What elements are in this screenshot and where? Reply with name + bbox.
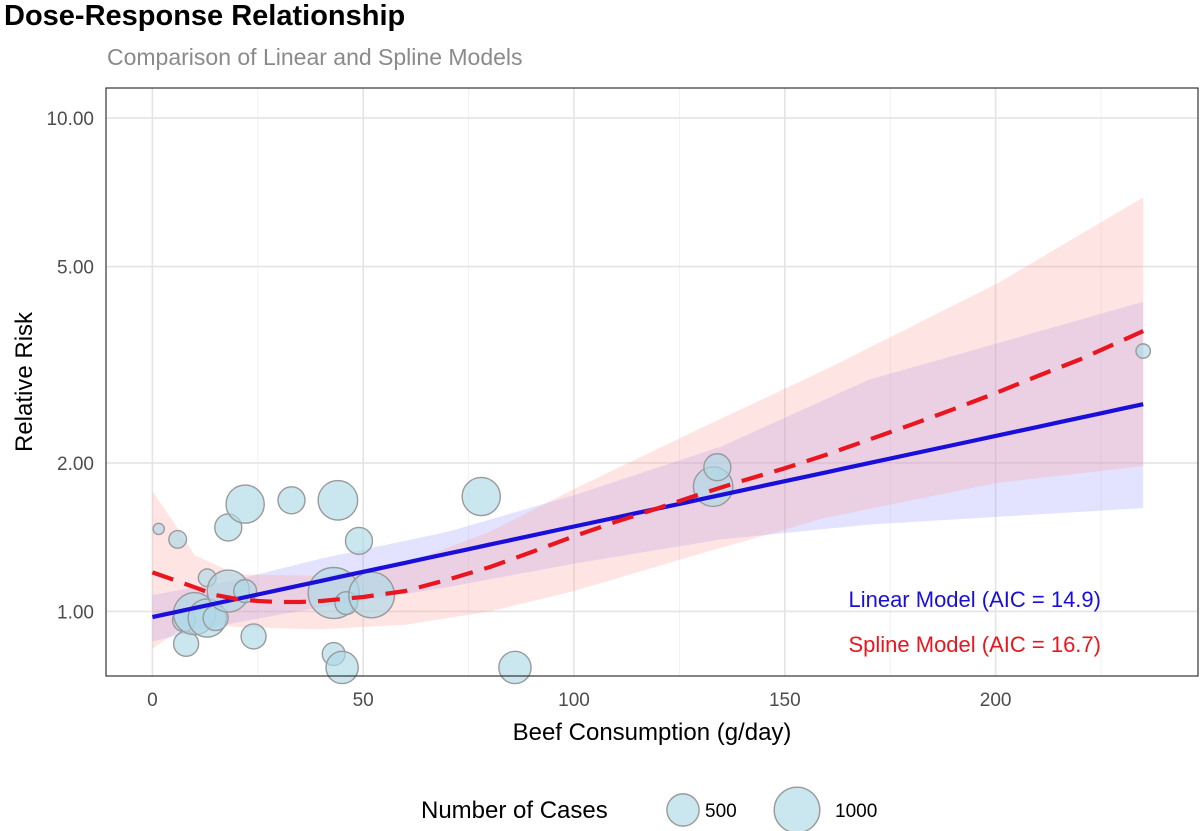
- data-point: [152, 522, 165, 536]
- y-tick-label: 1.00: [57, 602, 94, 623]
- chart-title: Dose-Response Relationship: [4, 0, 406, 32]
- legend-key-500: [666, 793, 700, 827]
- data-point: [498, 650, 532, 685]
- linear-model-annotation: Linear Model (AIC = 14.9): [848, 587, 1101, 612]
- x-tick-label: 100: [558, 690, 590, 711]
- data-point: [1135, 343, 1152, 359]
- plot-panel-border: [105, 87, 1199, 677]
- data-point: [317, 479, 359, 521]
- y-tick-label: 5.00: [57, 258, 94, 279]
- size-legend: Number of Cases 500 1000: [421, 786, 877, 831]
- x-tick-label: 50: [353, 690, 374, 711]
- confidence-bands: [152, 197, 1144, 649]
- data-point: [168, 529, 188, 549]
- legend-label-1000: 1000: [835, 801, 877, 822]
- data-point: [277, 486, 306, 515]
- legend-label-500: 500: [705, 801, 737, 822]
- data-point: [703, 453, 732, 482]
- spline-model-annotation: Spline Model (AIC = 16.7): [848, 632, 1101, 657]
- x-axis-title: Beef Consumption (g/day): [513, 719, 792, 746]
- data-point: [325, 650, 359, 685]
- x-tick-label: 150: [769, 690, 801, 711]
- spline-model-line: [151, 329, 1145, 605]
- data-point: [461, 476, 502, 517]
- x-tick-label: 0: [147, 690, 158, 711]
- confidence-band-spline: [152, 197, 1144, 649]
- x-tick-label: 200: [980, 690, 1012, 711]
- legend-title: Number of Cases: [421, 797, 608, 824]
- chart-subtitle: Comparison of Linear and Spline Models: [107, 44, 523, 70]
- data-points: [152, 343, 1152, 685]
- axis-ticks: 0 50 100 150 200 1.00 2.00 5.00 10.00: [46, 109, 1011, 711]
- data-point: [225, 484, 265, 524]
- legend-key-1000: [773, 786, 821, 831]
- y-tick-label: 2.00: [57, 454, 94, 475]
- data-point: [240, 623, 267, 650]
- model-lines: [151, 329, 1145, 620]
- y-tick-label: 10.00: [46, 109, 94, 130]
- data-point: [344, 526, 374, 556]
- confidence-band-linear: [152, 301, 1144, 642]
- y-axis-title: Relative Risk: [11, 311, 38, 452]
